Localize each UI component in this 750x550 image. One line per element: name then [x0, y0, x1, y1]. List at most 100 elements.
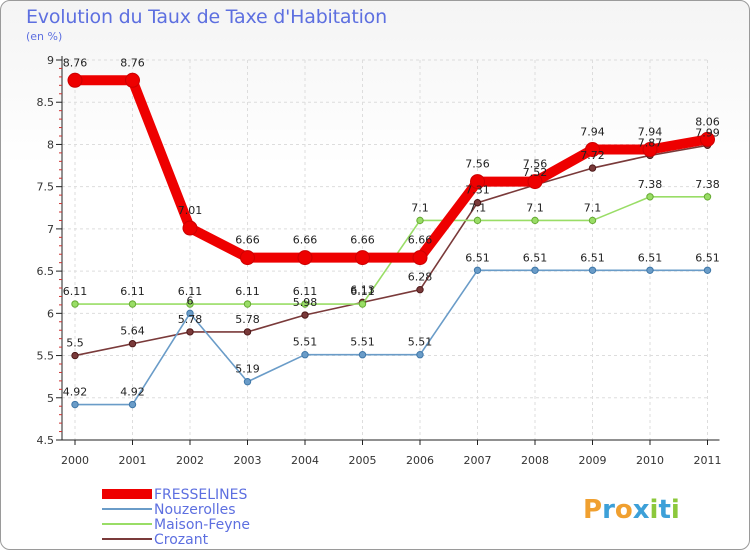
data-point-maison-feyne: [358, 300, 367, 308]
y-tick-label: 7.5: [37, 181, 55, 194]
data-point-maison-feyne: [646, 193, 654, 201]
data-label-crozant: 7.72: [580, 149, 605, 162]
data-point-crozant: [186, 328, 194, 336]
series-line-maison-feyne: [74, 196, 709, 305]
y-tick-label: 4.5: [37, 434, 55, 447]
data-label-crozant: 7.52: [523, 166, 548, 179]
data-label-maison-feyne: 6.11: [63, 285, 88, 298]
x-tick-label: 2003: [234, 454, 262, 467]
data-point-maison-feyne: [416, 216, 424, 225]
data-point-maison-feyne: [473, 216, 482, 225]
data-label-maison-feyne: 7.1: [469, 201, 487, 214]
y-tick-label: 5.5: [37, 350, 55, 363]
data-label-crozant: 5.78: [235, 313, 260, 326]
data-point-nouzerolles: [416, 351, 424, 359]
legend-label-maison-feyne: Maison-Feyne: [154, 517, 250, 533]
data-label-fresselines: 8.76: [120, 56, 145, 69]
data-label-maison-feyne: 7.1: [411, 201, 429, 214]
data-point-nouzerolles: [703, 266, 712, 274]
data-point-maison-feyne: [186, 300, 194, 308]
data-point-crozant: [473, 199, 482, 207]
data-point-nouzerolles: [186, 309, 194, 318]
data-label-fresselines: 8.06: [695, 115, 720, 128]
data-label-maison-feyne: 6.11: [120, 285, 145, 298]
data-label-crozant: 5.64: [120, 325, 145, 338]
data-label-maison-feyne: 6.11: [178, 285, 203, 298]
data-point-nouzerolles: [358, 351, 367, 359]
data-point-fresselines: [527, 174, 543, 190]
data-point-maison-feyne: [531, 216, 539, 225]
data-point-nouzerolles: [128, 400, 137, 409]
data-label-fresselines: 7.94: [580, 126, 605, 139]
data-label-fresselines: 7.94: [638, 126, 663, 139]
data-label-maison-feyne: 7.1: [526, 201, 544, 214]
data-label-maison-feyne: 6.11: [350, 285, 375, 298]
data-point-maison-feyne: [301, 300, 309, 308]
data-label-maison-feyne: 7.38: [638, 178, 663, 191]
data-label-fresselines: 6.66: [235, 234, 260, 247]
legend-label-nouzerolles: Nouzerolles: [154, 502, 236, 518]
data-label-maison-feyne: 7.1: [584, 201, 602, 214]
data-label-fresselines: 6.66: [350, 234, 375, 247]
legend-label-fresselines: FRESSELINES: [154, 487, 247, 503]
data-label-crozant: 7.31: [465, 184, 490, 197]
data-label-crozant: 5.5: [66, 337, 84, 350]
data-point-crozant: [71, 351, 79, 360]
y-tick-label: 5: [47, 392, 54, 405]
data-label-crozant: 6.13: [350, 283, 375, 296]
data-point-fresselines: [412, 250, 428, 266]
data-point-nouzerolles: [473, 266, 482, 274]
y-axis-unit: (en %): [26, 30, 63, 43]
data-point-nouzerolles: [301, 351, 309, 359]
data-point-maison-feyne: [703, 193, 712, 201]
data-point-nouzerolles: [71, 400, 79, 409]
y-tick-label: 8.5: [37, 96, 55, 109]
data-label-fresselines: 7.01: [178, 204, 203, 217]
x-tick-label: 2010: [636, 454, 664, 467]
data-label-fresselines: 6.66: [408, 234, 433, 247]
data-label-nouzerolles: 6.51: [465, 251, 490, 264]
data-label-maison-feyne: 6.11: [293, 285, 318, 298]
y-tick-label: 9: [47, 54, 54, 67]
data-point-fresselines: [642, 142, 658, 158]
data-point-fresselines: [700, 131, 715, 147]
x-tick-label: 2011: [694, 454, 722, 467]
x-tick-label: 2009: [579, 454, 607, 467]
chart-title: Evolution du Taux de Taxe d'Habitation: [26, 6, 387, 28]
data-point-crozant: [588, 164, 597, 172]
proxiti-logo: Proxiti: [583, 495, 680, 525]
data-point-maison-feyne: [71, 300, 79, 308]
data-label-maison-feyne: 7.38: [695, 178, 720, 191]
data-point-crozant: [243, 328, 252, 336]
data-label-maison-feyne: 6.11: [235, 285, 260, 298]
series-line-nouzerolles: [74, 269, 709, 406]
legend-label-crozant: Crozant: [154, 532, 209, 548]
data-label-nouzerolles: 5.51: [408, 336, 433, 349]
y-tick-label: 6.5: [37, 265, 55, 278]
logo-letter: i: [671, 495, 680, 525]
data-label-crozant: 7.87: [638, 136, 663, 149]
data-label-crozant: 5.78: [178, 313, 203, 326]
x-tick-label: 2008: [521, 454, 549, 467]
data-point-fresselines: [67, 72, 83, 88]
data-label-nouzerolles: 5.51: [293, 336, 318, 349]
logo-letter: o: [615, 495, 633, 525]
data-label-fresselines: 7.56: [523, 158, 548, 171]
data-label-nouzerolles: 6.51: [638, 251, 663, 264]
data-point-fresselines: [297, 250, 313, 266]
data-label-fresselines: 6.66: [293, 234, 318, 247]
logo-letter: x: [633, 495, 650, 525]
data-point-fresselines: [470, 174, 485, 190]
data-point-fresselines: [125, 72, 140, 88]
data-point-crozant: [128, 340, 137, 348]
x-tick-label: 2004: [291, 454, 319, 467]
data-label-nouzerolles: 4.92: [63, 386, 88, 399]
data-point-fresselines: [182, 220, 198, 236]
logo-letter: t: [658, 495, 670, 525]
x-tick-label: 2001: [119, 454, 147, 467]
data-point-fresselines: [585, 142, 600, 158]
data-point-crozant: [416, 285, 424, 294]
data-point-nouzerolles: [531, 266, 539, 274]
data-point-maison-feyne: [243, 300, 252, 308]
